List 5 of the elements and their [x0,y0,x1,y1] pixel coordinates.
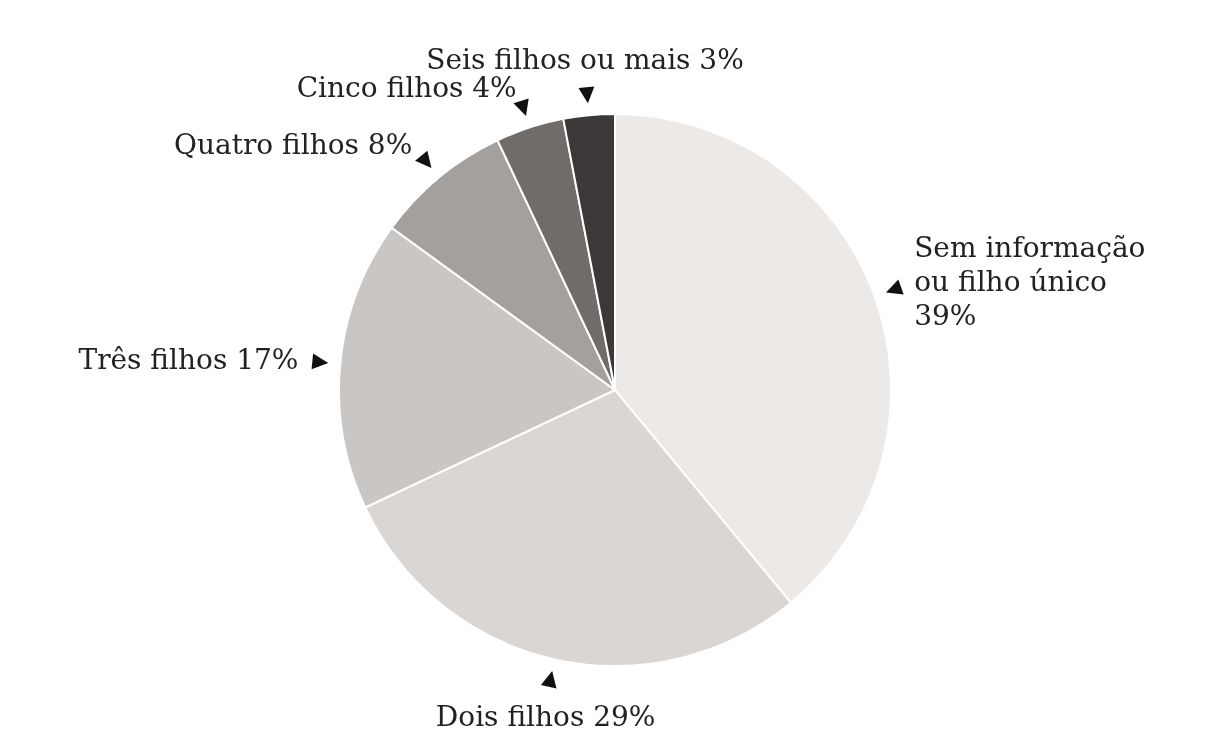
data-label: 39% [914,299,977,333]
slice-label: Três filhos 17% [78,343,299,377]
slice-label: Quatro filhos 8% [174,127,413,161]
slice-label: Sem informação ou filho único [914,231,1146,299]
slice-label: Dois filhos 29% [435,700,656,734]
